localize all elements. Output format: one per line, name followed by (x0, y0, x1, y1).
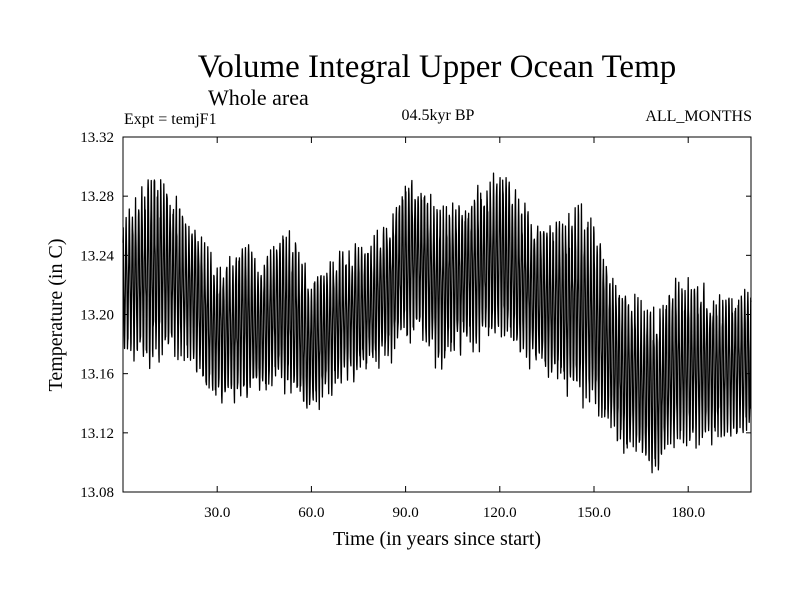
y-tick-label: 13.28 (80, 189, 114, 205)
y-tick-label: 13.20 (80, 308, 114, 324)
data-series (122, 172, 752, 474)
x-axis: 30.0 60.0 90.0 120.0 150.0 180.0 (204, 137, 705, 521)
x-tick-label: 120.0 (483, 505, 517, 521)
x-tick-label: 30.0 (204, 505, 230, 521)
experiment-label: Expt = temjF1 (124, 111, 217, 128)
period-label: 04.5kyr BP (402, 107, 475, 124)
y-tick-label: 13.32 (80, 130, 114, 146)
x-axis-label: Time (in years since start) (333, 528, 541, 550)
series-line (122, 172, 752, 474)
y-axis: 13.08 13.12 13.16 13.20 13.24 13.28 13.32 (80, 130, 751, 501)
x-tick-label: 180.0 (671, 505, 705, 521)
x-tick-label: 150.0 (577, 505, 611, 521)
months-label: ALL_MONTHS (645, 108, 752, 125)
chart-title: Volume Integral Upper Ocean Temp (198, 49, 676, 85)
y-tick-label: 13.16 (80, 367, 114, 383)
x-tick-label: 60.0 (298, 505, 324, 521)
y-axis-label: Temperature (in C) (45, 239, 67, 392)
x-tick-label: 90.0 (392, 505, 418, 521)
chart-subtitle: Whole area (208, 85, 309, 110)
y-tick-label: 13.08 (80, 485, 114, 501)
y-tick-label: 13.24 (80, 248, 114, 264)
y-tick-label: 13.12 (80, 426, 114, 442)
